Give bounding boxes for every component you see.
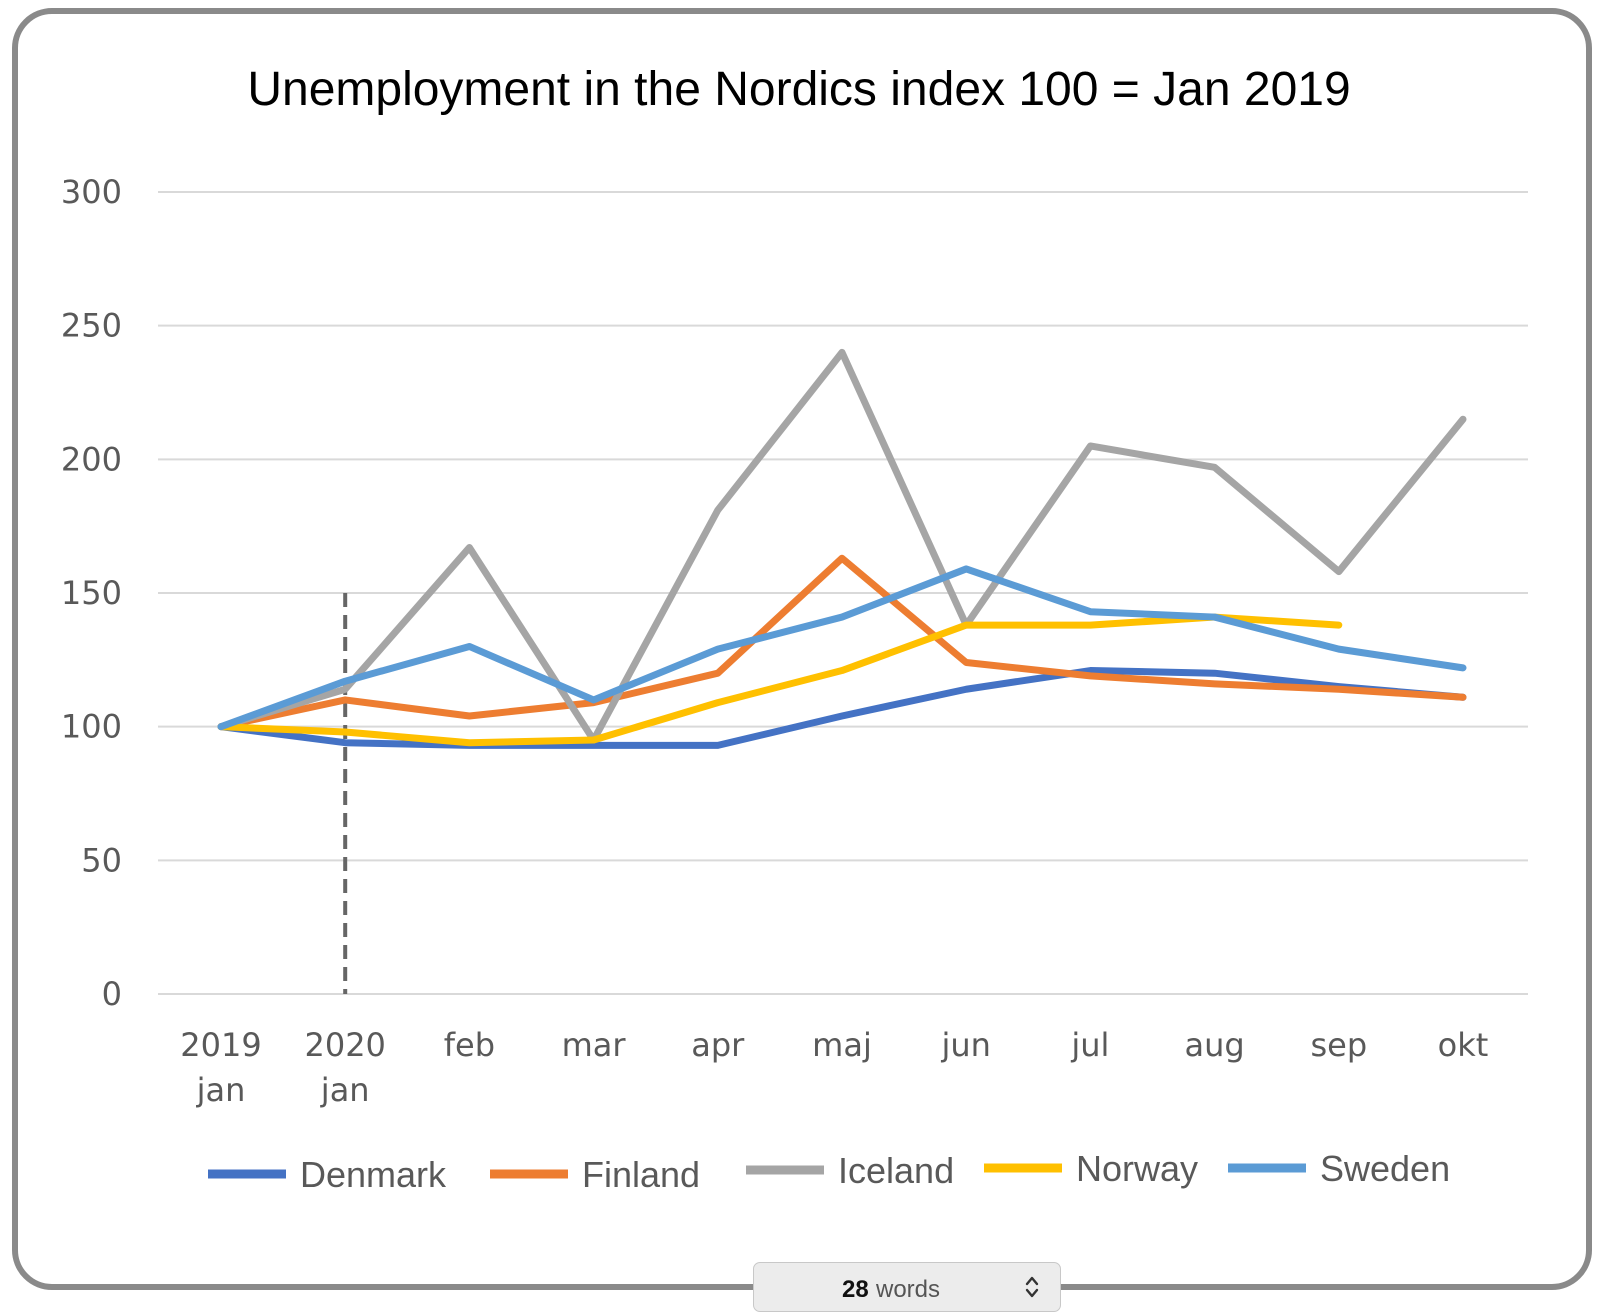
series-line-iceland [217,348,1467,744]
x-tick-label: mar [562,1026,627,1064]
y-tick-label: 250 [61,307,122,345]
chart-title: Unemployment in the Nordics index 100 = … [247,63,1351,116]
x-tick-label: sep [1310,1026,1367,1064]
y-axis-ticks: 0 50 100 150 200 250 300 [61,173,122,1013]
x-tick-label: jan [320,1071,370,1109]
x-tick-label: apr [691,1026,745,1064]
x-tick-label: jun [940,1026,990,1064]
word-count-value: 28 [842,1276,869,1303]
series-line-norway [217,613,1343,747]
y-tick-label: 200 [61,440,122,478]
series-line-denmark [217,667,1467,749]
y-tick-label: 50 [81,841,122,879]
legend-label-denmark: Denmark [300,1154,447,1195]
legend: Denmark Finland Iceland Norway Sweden [208,1148,1450,1195]
word-count-unit: words [876,1276,941,1303]
series-line-sweden [217,565,1467,731]
y-tick-label: 150 [61,574,122,612]
legend-label-finland: Finland [582,1154,700,1195]
x-axis-ticks: 2019 jan 2020 jan feb mar apr maj jun jul aug sep ok… [180,1026,1488,1109]
y-tick-label: 0 [102,975,122,1013]
series-lines [217,348,1467,749]
legend-label-sweden: Sweden [1320,1148,1450,1189]
x-tick-label: 2020 [304,1026,385,1064]
x-tick-label: jul [1070,1026,1109,1064]
y-tick-label: 300 [61,173,122,211]
legend-label-norway: Norway [1076,1148,1198,1189]
x-tick-label: aug [1184,1026,1244,1064]
gridlines [158,191,1528,995]
legend-label-iceland: Iceland [838,1150,954,1191]
series-line-finland [217,554,1467,731]
y-tick-label: 100 [61,708,122,746]
x-tick-label: 2019 [180,1026,261,1064]
x-tick-label: feb [444,1026,495,1064]
x-tick-label: maj [812,1026,872,1064]
x-tick-label: jan [196,1071,246,1109]
x-tick-label: okt [1438,1026,1489,1064]
word-count-control[interactable]: 28 words [753,1262,1061,1312]
up-down-chevron-icon[interactable] [1024,1273,1040,1301]
